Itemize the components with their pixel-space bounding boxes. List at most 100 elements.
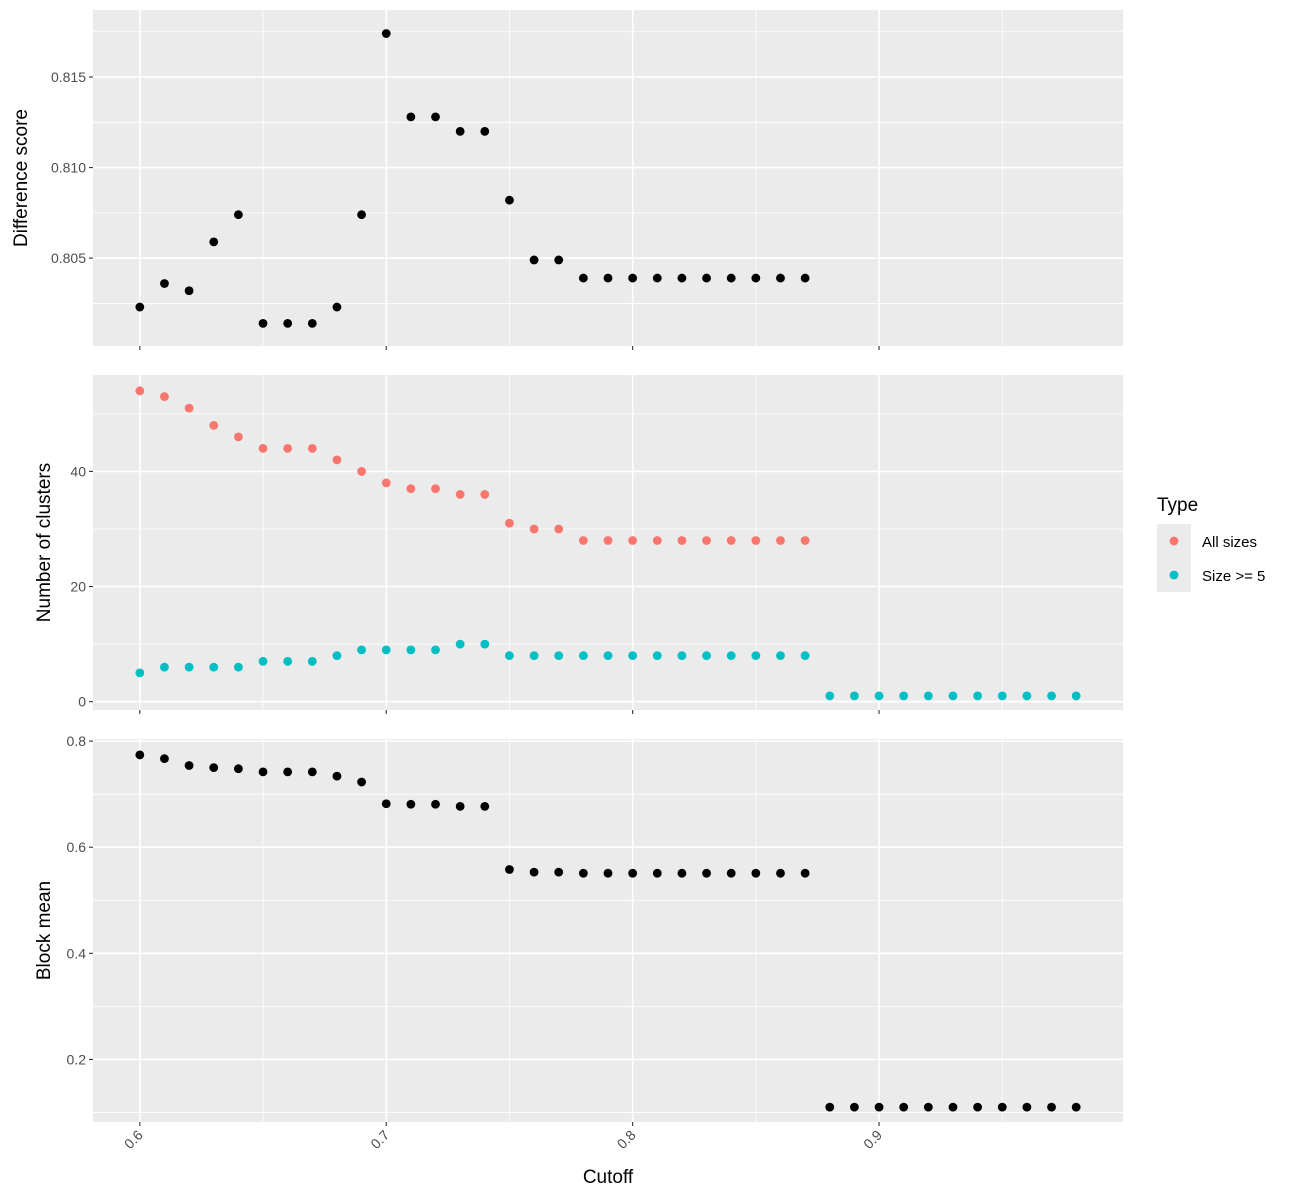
data-point	[825, 1102, 835, 1112]
data-point	[825, 691, 835, 701]
data-point	[899, 691, 909, 701]
data-point	[800, 868, 810, 878]
data-point	[874, 1102, 884, 1112]
y-tick-label: 20	[70, 579, 86, 595]
data-point	[702, 651, 711, 661]
data-point	[776, 273, 785, 283]
data-point	[455, 801, 465, 811]
data-point	[209, 763, 219, 773]
data-point	[258, 443, 268, 453]
data-point	[529, 524, 539, 534]
data-point	[135, 302, 145, 312]
data-point	[850, 1102, 859, 1112]
x-tick-label: 0.8	[614, 1127, 639, 1152]
data-point	[603, 536, 613, 545]
data-point	[160, 279, 169, 288]
data-point	[357, 777, 366, 787]
data-point	[406, 799, 416, 809]
data-point	[652, 651, 662, 661]
data-point	[406, 645, 416, 655]
data-point	[948, 691, 958, 701]
data-point	[258, 767, 268, 777]
data-point	[702, 273, 711, 283]
data-point	[652, 868, 662, 878]
data-point	[948, 1102, 958, 1112]
data-point	[899, 1102, 909, 1112]
legend-label: Size >= 5	[1202, 568, 1265, 585]
data-point	[1047, 691, 1056, 701]
y-tick-label: 0	[78, 694, 86, 710]
data-point	[455, 490, 465, 499]
data-point	[406, 112, 416, 122]
data-point	[480, 639, 490, 649]
data-point	[874, 691, 884, 701]
data-point	[357, 210, 366, 220]
panel-background	[93, 10, 1123, 346]
y-axis-title: Difference score	[11, 109, 32, 247]
y-axis-title: Number of clusters	[34, 463, 55, 622]
data-point	[726, 536, 736, 545]
data-point	[480, 490, 490, 499]
x-tick-label: 0.6	[121, 1127, 146, 1152]
data-point	[726, 868, 736, 878]
data-point	[160, 662, 169, 672]
data-point	[480, 801, 490, 811]
data-point	[135, 668, 145, 678]
data-point	[973, 691, 983, 701]
data-point	[258, 656, 268, 666]
data-point	[233, 662, 243, 672]
data-point	[776, 868, 785, 878]
data-point	[431, 112, 440, 122]
data-point	[233, 210, 243, 220]
data-point	[332, 771, 342, 781]
panel-1: 0.805 0.810 0.815 Difference score	[11, 10, 1123, 350]
data-point	[529, 651, 539, 661]
data-point	[307, 318, 317, 328]
data-point	[505, 518, 514, 528]
data-point	[726, 273, 736, 283]
data-point	[307, 443, 317, 453]
data-point	[209, 420, 219, 430]
data-point	[431, 799, 440, 809]
data-point	[332, 455, 342, 465]
panel-background	[93, 739, 1123, 1122]
data-point	[554, 255, 564, 265]
x-axis: 0.6 0.7 0.8 0.9	[121, 1127, 885, 1152]
data-point	[283, 443, 293, 453]
data-point	[455, 639, 465, 649]
data-point	[381, 799, 391, 809]
data-point	[184, 761, 194, 770]
data-point	[800, 651, 810, 661]
x-tick-label: 0.9	[860, 1127, 885, 1152]
data-point	[381, 645, 391, 655]
data-point	[1022, 1102, 1032, 1112]
data-point	[923, 1102, 933, 1112]
data-point	[554, 651, 564, 661]
data-point	[431, 645, 440, 655]
data-point	[480, 126, 490, 136]
data-point	[160, 754, 169, 764]
data-point	[751, 273, 761, 283]
data-point	[357, 645, 366, 655]
data-point	[578, 273, 588, 283]
y-tick-label: 0.4	[67, 945, 87, 961]
y-tick-label: 0.815	[51, 69, 86, 85]
data-point	[184, 403, 194, 413]
y-tick-label: 0.8	[67, 733, 87, 749]
x-axis-title: Cutoff	[583, 1167, 634, 1188]
data-point	[529, 867, 539, 877]
data-point	[997, 691, 1007, 701]
panels-layer: 0.805 0.810 0.815 Difference score 0 20 40 Numb…	[11, 10, 1123, 1126]
data-point	[776, 536, 785, 545]
data-point	[850, 691, 859, 701]
y-tick-label: 0.6	[67, 839, 87, 855]
data-point	[628, 536, 638, 545]
data-point	[677, 868, 687, 878]
data-point	[135, 750, 145, 760]
data-point	[233, 432, 243, 442]
data-point	[603, 273, 613, 283]
data-point	[628, 273, 638, 283]
data-point	[554, 524, 564, 534]
data-point	[135, 386, 145, 396]
